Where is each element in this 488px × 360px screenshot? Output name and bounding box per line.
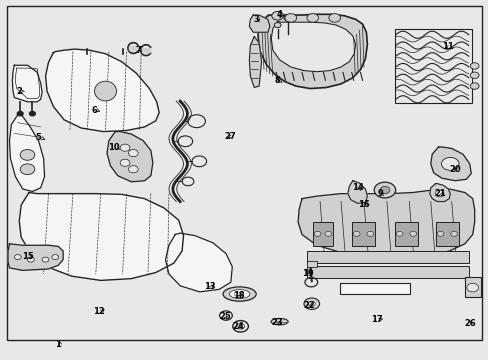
Bar [435, 222, 458, 246]
Text: 25: 25 [219, 312, 230, 321]
Circle shape [366, 231, 373, 236]
Circle shape [306, 14, 318, 22]
Polygon shape [19, 193, 183, 280]
Circle shape [20, 149, 35, 160]
Circle shape [466, 283, 478, 292]
Polygon shape [271, 22, 355, 72]
Text: 20: 20 [448, 166, 460, 175]
Bar [464, 277, 480, 297]
Circle shape [434, 190, 443, 197]
Polygon shape [9, 113, 44, 192]
Circle shape [328, 14, 340, 22]
Text: 17: 17 [370, 315, 382, 324]
Circle shape [352, 231, 359, 236]
Circle shape [128, 149, 138, 157]
Bar [306, 266, 468, 278]
Ellipse shape [94, 81, 116, 101]
Text: 4: 4 [276, 10, 282, 19]
Ellipse shape [270, 319, 287, 325]
Text: 22: 22 [303, 301, 314, 310]
Circle shape [450, 231, 457, 236]
Polygon shape [142, 48, 150, 52]
Text: 10: 10 [108, 143, 120, 152]
Text: 1: 1 [55, 341, 61, 350]
Circle shape [373, 182, 395, 198]
Polygon shape [12, 65, 42, 102]
Polygon shape [249, 37, 261, 87]
Circle shape [284, 15, 292, 21]
Text: 3: 3 [253, 15, 259, 24]
Text: 12: 12 [93, 307, 105, 316]
Bar [394, 30, 471, 103]
Polygon shape [429, 184, 449, 202]
Circle shape [120, 159, 130, 166]
Polygon shape [107, 132, 153, 182]
Text: 6: 6 [91, 105, 97, 114]
Circle shape [20, 164, 35, 175]
Circle shape [314, 231, 321, 236]
Text: 13: 13 [203, 282, 215, 291]
Circle shape [469, 83, 478, 89]
Text: 9: 9 [376, 189, 382, 198]
Circle shape [285, 14, 296, 22]
Polygon shape [45, 49, 159, 132]
Text: OOO: OOO [234, 292, 245, 297]
Text: 26: 26 [464, 319, 475, 328]
Circle shape [27, 257, 34, 262]
Ellipse shape [223, 287, 256, 301]
Circle shape [441, 157, 458, 170]
Text: 18: 18 [232, 291, 244, 300]
Text: 11: 11 [442, 42, 453, 51]
Text: 16: 16 [357, 200, 369, 209]
Polygon shape [430, 147, 470, 181]
Circle shape [128, 166, 138, 173]
Polygon shape [165, 233, 232, 292]
Polygon shape [249, 15, 269, 32]
Polygon shape [129, 46, 137, 50]
Bar [351, 222, 374, 246]
Text: 15: 15 [21, 252, 33, 261]
Polygon shape [8, 244, 63, 270]
Circle shape [120, 144, 130, 151]
Circle shape [409, 231, 416, 236]
Text: 2: 2 [16, 86, 22, 95]
Circle shape [395, 231, 402, 236]
Circle shape [304, 298, 319, 310]
Circle shape [325, 231, 331, 236]
Polygon shape [258, 14, 366, 89]
Bar [312, 222, 332, 246]
Text: 27: 27 [224, 132, 235, 141]
Polygon shape [298, 189, 474, 259]
Text: 14: 14 [351, 183, 363, 192]
Bar [306, 261, 316, 267]
Circle shape [469, 72, 478, 78]
Circle shape [379, 186, 389, 194]
Circle shape [42, 257, 49, 262]
Circle shape [52, 255, 59, 260]
Text: 8: 8 [274, 76, 280, 85]
Polygon shape [347, 181, 366, 203]
Text: 5: 5 [36, 133, 41, 142]
Bar [394, 222, 417, 246]
Circle shape [308, 301, 315, 306]
Circle shape [469, 63, 478, 69]
Text: 24: 24 [232, 322, 244, 331]
Circle shape [274, 23, 281, 28]
Ellipse shape [229, 289, 249, 298]
Circle shape [271, 12, 283, 20]
Text: 7: 7 [135, 46, 141, 55]
Circle shape [17, 112, 23, 116]
Bar [306, 251, 468, 263]
Circle shape [29, 112, 35, 116]
Circle shape [436, 231, 443, 236]
Bar [339, 283, 409, 294]
Text: 21: 21 [434, 189, 446, 198]
Text: 19: 19 [302, 269, 313, 278]
Circle shape [14, 255, 21, 260]
Text: 23: 23 [271, 318, 283, 327]
